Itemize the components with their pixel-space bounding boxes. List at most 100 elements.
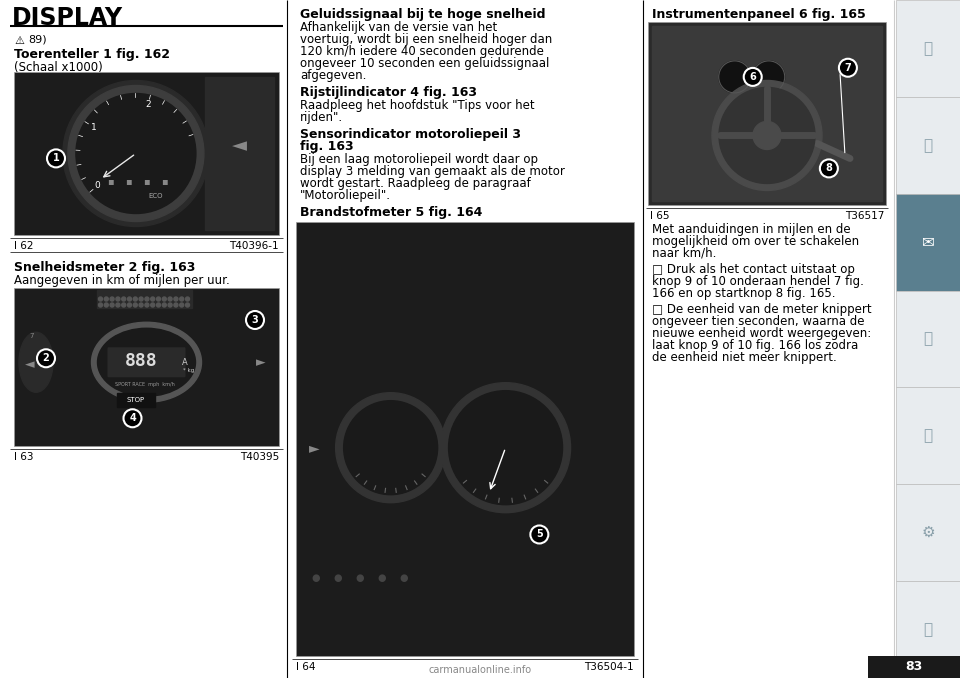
Circle shape — [185, 303, 189, 307]
Text: 3: 3 — [252, 315, 258, 325]
Text: T40396-1: T40396-1 — [229, 241, 279, 251]
Circle shape — [145, 297, 149, 301]
Circle shape — [180, 303, 183, 307]
Text: Rijstijlindicator 4 fig. 163: Rijstijlindicator 4 fig. 163 — [300, 86, 477, 99]
Circle shape — [99, 303, 103, 307]
Text: T40395: T40395 — [240, 452, 279, 462]
Bar — [116, 393, 155, 407]
Text: naar km/h.: naar km/h. — [652, 247, 716, 260]
Circle shape — [174, 303, 178, 307]
Text: mogelijkheid om over te schakelen: mogelijkheid om over te schakelen — [652, 235, 859, 248]
Circle shape — [162, 297, 166, 301]
Circle shape — [116, 297, 120, 301]
Text: * kg: * kg — [182, 367, 194, 373]
Text: (Schaal x1000): (Schaal x1000) — [14, 61, 103, 74]
Text: "Motoroliepeil".: "Motoroliepeil". — [300, 189, 391, 202]
Text: 83: 83 — [905, 660, 923, 673]
Circle shape — [37, 349, 55, 367]
Text: 7: 7 — [845, 63, 852, 73]
Text: ●: ● — [377, 573, 386, 583]
Circle shape — [448, 391, 563, 504]
Circle shape — [151, 303, 155, 307]
Text: ◄: ◄ — [25, 358, 35, 371]
Circle shape — [151, 297, 155, 301]
Circle shape — [68, 85, 204, 222]
Text: afgegeven.: afgegeven. — [300, 69, 367, 82]
Text: display 3 melding van gemaakt als de motor: display 3 melding van gemaakt als de mot… — [300, 165, 564, 178]
Ellipse shape — [98, 328, 196, 396]
Text: ◄: ◄ — [231, 136, 247, 155]
Circle shape — [116, 303, 120, 307]
Text: laat knop 9 of 10 fig. 166 los zodra: laat knop 9 of 10 fig. 166 los zodra — [652, 339, 858, 352]
Circle shape — [441, 382, 570, 513]
Bar — [896, 0, 960, 97]
Text: rijden".: rijden". — [300, 111, 343, 124]
Circle shape — [76, 94, 196, 214]
FancyBboxPatch shape — [108, 347, 185, 377]
Text: Sensorindicator motoroliepeil 3: Sensorindicator motoroliepeil 3 — [300, 128, 521, 141]
Text: fig. 163: fig. 163 — [300, 140, 353, 153]
Text: T36504-1: T36504-1 — [585, 662, 634, 672]
Text: Toerenteller 1 fig. 162: Toerenteller 1 fig. 162 — [14, 48, 170, 61]
Circle shape — [162, 303, 166, 307]
Bar — [896, 97, 960, 194]
Text: l 65: l 65 — [650, 211, 669, 221]
Text: 🔍: 🔍 — [924, 41, 932, 56]
Text: Instrumentenpaneel 6 fig. 165: Instrumentenpaneel 6 fig. 165 — [652, 8, 866, 21]
Circle shape — [124, 410, 141, 427]
Bar — [896, 581, 960, 678]
Text: 8: 8 — [826, 163, 832, 174]
Circle shape — [168, 303, 172, 307]
Circle shape — [133, 297, 137, 301]
Text: SPORT RACE  mph  km/h: SPORT RACE mph km/h — [114, 382, 175, 386]
Text: ▪: ▪ — [161, 176, 168, 186]
Circle shape — [344, 401, 438, 495]
Text: ⚠: ⚠ — [14, 36, 24, 46]
Bar — [97, 290, 191, 308]
Text: 2: 2 — [145, 100, 151, 109]
Text: □ Druk als het contact uitstaat op: □ Druk als het contact uitstaat op — [652, 263, 854, 276]
Circle shape — [133, 303, 137, 307]
Text: 7: 7 — [30, 334, 35, 339]
Bar — [14, 72, 279, 235]
Text: T36517: T36517 — [845, 211, 884, 221]
Text: 6: 6 — [750, 72, 756, 82]
Circle shape — [820, 159, 838, 178]
Text: nieuwe eenheid wordt weergegeven:: nieuwe eenheid wordt weergegeven: — [652, 327, 872, 340]
Text: 0: 0 — [95, 181, 101, 190]
Bar — [896, 194, 960, 291]
Text: ▪: ▪ — [126, 176, 132, 186]
Ellipse shape — [91, 322, 202, 402]
Text: ●: ● — [356, 573, 364, 583]
Circle shape — [174, 297, 178, 301]
Ellipse shape — [19, 332, 53, 393]
Text: 89): 89) — [28, 34, 47, 44]
Circle shape — [530, 525, 548, 544]
Text: 🚗: 🚗 — [924, 138, 932, 153]
Text: ●: ● — [399, 573, 408, 583]
Text: Afhankelijk van de versie van het: Afhankelijk van de versie van het — [300, 21, 497, 34]
Text: de eenheid niet meer knippert.: de eenheid niet meer knippert. — [652, 351, 837, 364]
Bar — [896, 291, 960, 387]
Circle shape — [63, 81, 209, 226]
Circle shape — [139, 297, 143, 301]
Circle shape — [180, 297, 183, 301]
Text: ▪: ▪ — [144, 176, 150, 186]
Text: ECO: ECO — [149, 193, 163, 199]
Text: 🔧: 🔧 — [924, 428, 932, 443]
Bar — [296, 222, 634, 656]
Text: knop 9 of 10 onderaan hendel 7 fig.: knop 9 of 10 onderaan hendel 7 fig. — [652, 275, 864, 288]
Text: Met aanduidingen in mijlen en de: Met aanduidingen in mijlen en de — [652, 223, 851, 236]
Circle shape — [145, 303, 149, 307]
Circle shape — [336, 393, 445, 502]
Circle shape — [753, 121, 781, 149]
Text: 📄: 📄 — [924, 622, 932, 637]
Bar — [896, 387, 960, 484]
Text: DISPLAY: DISPLAY — [12, 6, 123, 30]
Text: Snelheidsmeter 2 fig. 163: Snelheidsmeter 2 fig. 163 — [14, 261, 196, 274]
Text: ►: ► — [256, 356, 266, 369]
Text: ●: ● — [312, 573, 321, 583]
Text: wordt gestart. Raadpleeg de paragraaf: wordt gestart. Raadpleeg de paragraaf — [300, 177, 531, 190]
Circle shape — [128, 297, 132, 301]
Bar — [896, 484, 960, 581]
